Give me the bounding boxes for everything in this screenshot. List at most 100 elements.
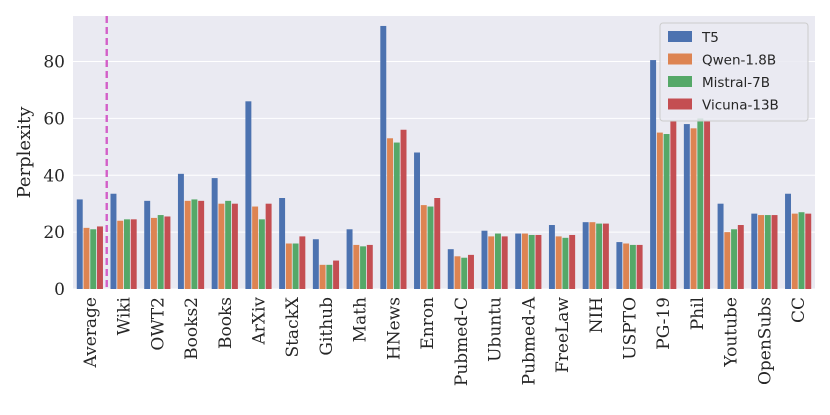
bar-qwen-1-8b-nih xyxy=(589,222,596,289)
x-tick-ubuntu: Ubuntu xyxy=(486,297,506,362)
x-tick-hnews: HNews xyxy=(384,297,404,360)
bar-t5-nih xyxy=(582,222,589,289)
bar-qwen-1-8b-pubmed-c xyxy=(454,256,461,289)
bar-qwen-1-8b-books xyxy=(218,203,225,289)
bar-t5-stackx xyxy=(279,198,286,289)
bars xyxy=(76,25,812,289)
bar-mistral-7b-ubuntu xyxy=(494,233,501,289)
x-tick-phil: Phil xyxy=(688,297,708,330)
y-tick-labels: 0 20 40 60 80 xyxy=(43,53,65,301)
bar-qwen-1-8b-arxiv xyxy=(252,206,259,289)
bar-qwen-1-8b-enron xyxy=(420,205,427,289)
legend-box xyxy=(659,22,809,122)
bar-mistral-7b-hnews xyxy=(393,142,400,289)
bar-qwen-1-8b-owt2 xyxy=(150,217,157,289)
bar-t5-books2 xyxy=(177,173,184,289)
bar-qwen-1-8b-math xyxy=(353,244,360,289)
bar-mistral-7b-pubmed-a xyxy=(528,234,535,289)
x-tick-stackx: StackX xyxy=(283,296,303,357)
bar-qwen-1-8b-youtube xyxy=(724,232,731,289)
bar-t5-pg-19 xyxy=(650,60,657,289)
bar-t5-books xyxy=(211,178,218,289)
x-tick-uspto: USPTO xyxy=(621,297,641,360)
x-tick-github: Github xyxy=(317,297,337,356)
x-tick-arxiv: ArXiv xyxy=(250,297,270,346)
bar-t5-owt2 xyxy=(144,200,151,289)
bar-mistral-7b-freelaw xyxy=(562,237,569,289)
y-axis-label: Perplexity xyxy=(14,106,35,199)
x-tick-opensubs: OpenSubs xyxy=(755,297,775,385)
bar-vicuna-13b-pubmed-c xyxy=(468,254,474,289)
bar-mistral-7b-cc xyxy=(798,212,805,289)
legend: T5 Qwen-1.8B Mistral-7B Vicuna-13B xyxy=(659,22,809,122)
bar-mistral-7b-nih xyxy=(596,223,603,289)
bar-qwen-1-8b-freelaw xyxy=(555,236,562,289)
y-tick-20: 20 xyxy=(43,223,65,243)
x-tick-books2: Books2 xyxy=(182,297,202,360)
x-tick-pubmed-c: Pubmed-C xyxy=(452,297,472,386)
bar-t5-arxiv xyxy=(245,101,252,289)
bar-mistral-7b-pg-19 xyxy=(663,134,670,289)
bar-t5-hnews xyxy=(380,25,387,289)
y-tick-60: 60 xyxy=(43,109,65,129)
bar-vicuna-13b-enron xyxy=(434,198,441,289)
legend-swatch-t5 xyxy=(668,31,692,42)
bar-vicuna-13b-nih xyxy=(602,223,609,289)
bar-qwen-1-8b-opensubs xyxy=(758,215,765,289)
bar-vicuna-13b-owt2 xyxy=(164,216,171,289)
y-tick-40: 40 xyxy=(43,166,65,186)
bar-t5-phil xyxy=(683,124,690,289)
bar-mistral-7b-wiki xyxy=(123,219,130,289)
bar-qwen-1-8b-uspto xyxy=(623,243,630,289)
bar-qwen-1-8b-pg-19 xyxy=(656,132,663,289)
bar-qwen-1-8b-average xyxy=(83,227,90,289)
x-tick-cc: CC xyxy=(789,297,809,323)
bar-qwen-1-8b-stackx xyxy=(285,243,292,289)
bar-mistral-7b-arxiv xyxy=(258,219,265,289)
x-tick-freelaw: FreeLaw xyxy=(553,297,573,373)
bar-t5-opensubs xyxy=(751,213,758,289)
bar-vicuna-13b-uspto xyxy=(636,244,643,289)
bar-vicuna-13b-github xyxy=(333,260,340,289)
bar-qwen-1-8b-phil xyxy=(690,128,697,289)
bar-qwen-1-8b-hnews xyxy=(387,138,394,289)
bar-mistral-7b-books2 xyxy=(191,199,198,289)
bar-vicuna-13b-opensubs xyxy=(771,215,778,289)
x-tick-average: Average xyxy=(81,297,101,368)
x-tick-pg-19: PG-19 xyxy=(654,297,674,350)
bar-vicuna-13b-math xyxy=(366,244,373,289)
x-tick-labels: Average Wiki OWT2 Books2 Books ArXiv StackX Git… xyxy=(81,296,809,386)
bar-vicuna-13b-ubuntu xyxy=(501,236,508,289)
legend-label-vicuna-13b: Vicuna-13B xyxy=(702,98,779,114)
x-tick-enron: Enron xyxy=(418,297,438,350)
bar-vicuna-13b-wiki xyxy=(130,219,137,289)
bar-mistral-7b-uspto xyxy=(629,244,636,289)
bar-t5-average xyxy=(76,199,83,289)
legend-swatch-mistral-7b xyxy=(668,76,692,87)
bar-mistral-7b-owt2 xyxy=(157,215,164,289)
bar-qwen-1-8b-ubuntu xyxy=(488,236,495,289)
bar-t5-pubmed-a xyxy=(515,233,522,289)
x-tick-wiki: Wiki xyxy=(115,296,135,335)
legend-label-mistral-7b: Mistral-7B xyxy=(702,75,770,91)
bar-vicuna-13b-cc xyxy=(805,213,812,289)
bar-mistral-7b-math xyxy=(360,246,367,289)
bar-t5-enron xyxy=(414,152,420,289)
bar-qwen-1-8b-github xyxy=(319,264,326,289)
bar-t5-freelaw xyxy=(548,225,555,289)
bar-t5-youtube xyxy=(717,203,724,289)
bar-vicuna-13b-books xyxy=(231,203,238,289)
bar-mistral-7b-stackx xyxy=(292,243,299,289)
bar-vicuna-13b-average xyxy=(97,226,103,289)
bar-t5-cc xyxy=(785,193,791,289)
legend-label-qwen-1-8b: Qwen-1.8B xyxy=(702,53,776,69)
bar-t5-uspto xyxy=(616,242,623,289)
bar-t5-ubuntu xyxy=(481,230,488,289)
legend-swatch-vicuna-13b xyxy=(668,98,692,110)
bar-vicuna-13b-pg-19 xyxy=(670,121,677,289)
bar-mistral-7b-average xyxy=(90,229,97,289)
legend-swatch-qwen-1-8b xyxy=(668,53,692,65)
bar-mistral-7b-github xyxy=(326,264,333,289)
bar-t5-wiki xyxy=(110,193,117,289)
bar-vicuna-13b-books2 xyxy=(198,200,205,289)
